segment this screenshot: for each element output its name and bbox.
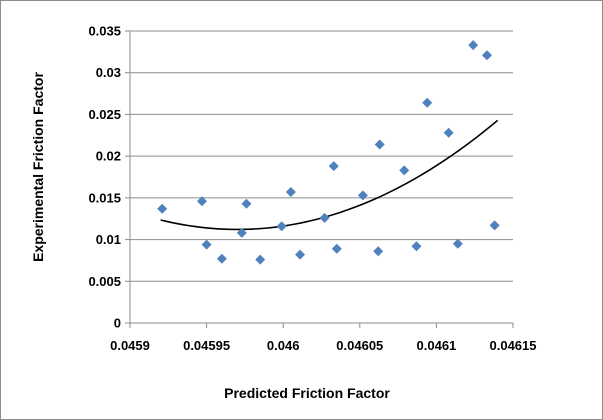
y-tick-label: 0.01 [96,232,121,247]
tick-labels: 0 0.005 0.01 0.015 0.02 0.025 0.03 0.035 0.0459 0… [88,24,536,354]
data-points [157,40,500,265]
gridlines [130,30,513,282]
x-tick-label: 0.0461 [417,338,457,353]
data-point [241,198,252,209]
y-tick-label: 0.005 [88,274,121,289]
data-point [285,187,296,198]
data-point [411,241,422,252]
x-axis-title: Predicted Friction Factor [224,385,390,401]
y-tick-label: 0.03 [96,65,121,80]
data-point [489,220,500,231]
data-point [481,50,492,61]
data-point [216,253,227,264]
data-point [331,243,342,254]
x-tick-label: 0.04605 [336,338,383,353]
y-axis-title: Experimental Friction Factor [30,72,46,262]
data-point [374,139,385,150]
trendline [160,119,499,231]
axes [125,30,514,328]
y-tick-label: 0 [114,316,121,331]
x-tick-label: 0.046 [267,338,300,353]
data-point [295,249,306,260]
data-point [236,227,247,238]
data-point [357,190,368,201]
data-point [422,97,433,108]
data-point [328,161,339,172]
y-tick-label: 0.035 [88,24,121,39]
data-point [443,127,454,138]
data-point [255,254,266,265]
data-point [373,246,384,257]
data-point [276,221,287,232]
data-point [201,239,212,250]
y-tick-label: 0.015 [88,190,121,205]
x-tick-label: 0.04595 [183,338,230,353]
trendline-layer [160,119,499,231]
data-point [319,212,330,223]
data-point [452,238,463,249]
data-point [468,40,479,51]
x-tick-label: 0.04615 [490,338,537,353]
data-point [197,196,208,207]
y-tick-label: 0.02 [96,149,121,164]
data-point [157,203,168,214]
y-tick-label: 0.025 [88,107,121,122]
data-point [399,165,410,176]
x-tick-label: 0.0459 [110,338,150,353]
